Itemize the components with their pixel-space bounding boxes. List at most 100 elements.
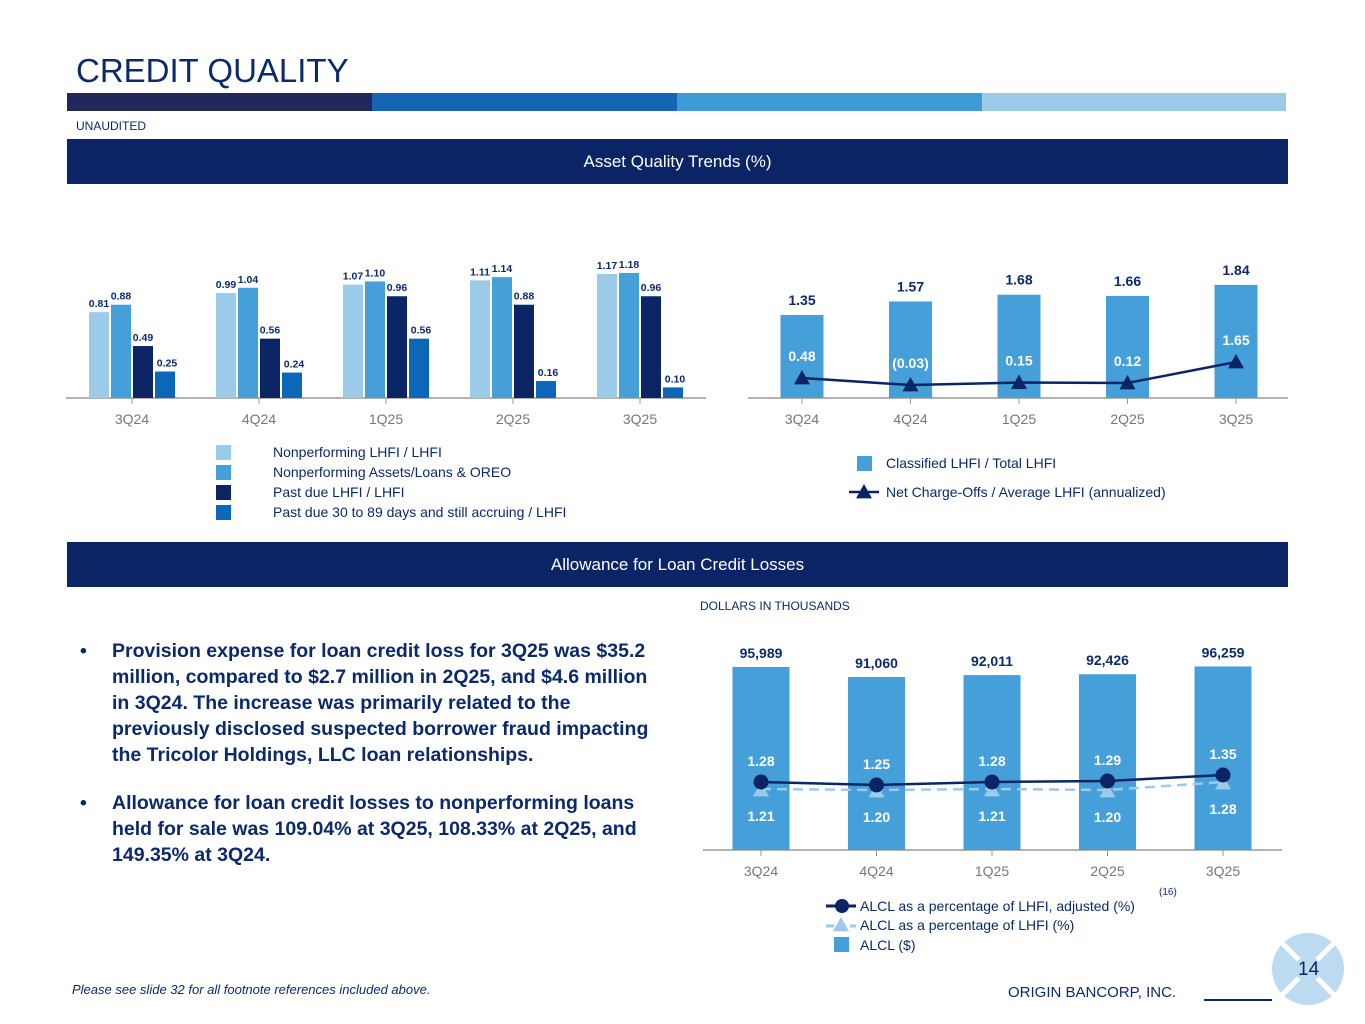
stripe-3 — [677, 93, 982, 111]
data-label: 1.57 — [897, 278, 924, 294]
data-label: 0.96 — [641, 282, 662, 294]
legend-asset-quality: Nonperforming LHFI / LHFI Nonperforming … — [216, 442, 566, 522]
x-tick-label: 3Q25 — [1206, 863, 1240, 879]
bar — [1214, 284, 1258, 398]
data-label: 0.49 — [133, 332, 154, 344]
data-label: 1.18 — [619, 259, 640, 271]
alcl-adjusted-marker — [984, 774, 1000, 790]
data-label: 95,989 — [740, 645, 783, 661]
data-label: 1.21 — [978, 808, 1005, 824]
bullet-item: Allowance for loan credit losses to nonp… — [80, 790, 650, 868]
bar — [155, 371, 175, 398]
bar — [732, 666, 790, 850]
legend-alcl-adjusted: ALCL as a percentage of LHFI, adjusted (… — [860, 898, 1135, 914]
bar — [133, 346, 153, 398]
bar — [597, 273, 617, 398]
asset-quality-banner: Asset Quality Trends (%) — [67, 139, 1288, 184]
bar — [492, 277, 512, 398]
data-label: 1.28 — [747, 753, 774, 769]
legend-circle-icon — [835, 899, 849, 913]
stripe-1 — [67, 93, 372, 111]
x-tick-label: 2Q25 — [1110, 411, 1144, 427]
data-label: 0.48 — [788, 348, 815, 364]
legend-swatch — [216, 444, 231, 460]
x-tick-label: 3Q25 — [1219, 411, 1253, 427]
data-label: 1.28 — [1209, 801, 1236, 817]
data-label: 0.25 — [157, 358, 178, 370]
bar — [663, 387, 683, 398]
legend-item: Past due 30 to 89 days and still accruin… — [216, 502, 566, 522]
nco-marker — [794, 370, 810, 385]
data-label: 1.14 — [492, 263, 513, 275]
x-tick-label: 4Q24 — [242, 411, 276, 427]
data-label: 0.10 — [665, 373, 686, 385]
legend-alcl-dollars: ALCL ($) — [860, 937, 916, 953]
bar — [216, 293, 236, 398]
data-label: 96,259 — [1202, 644, 1245, 660]
bar — [470, 280, 490, 398]
x-tick-label: 3Q24 — [785, 411, 819, 427]
data-label: 1.25 — [863, 756, 890, 772]
data-label: 1.07 — [343, 271, 364, 283]
data-label: 1.35 — [788, 292, 815, 308]
bar — [282, 372, 302, 398]
x-tick-label: 3Q24 — [744, 863, 778, 879]
legend-swatch — [216, 504, 231, 520]
bar — [536, 381, 556, 398]
legend-label: Past due 30 to 89 days and still accruin… — [273, 504, 567, 520]
legend-triangle-icon — [833, 917, 849, 932]
bar — [1079, 674, 1136, 850]
data-label: 0.16 — [538, 367, 559, 379]
data-label: 1.17 — [597, 260, 618, 272]
units-note: DOLLARS IN THOUSANDS — [700, 599, 850, 613]
data-label: 0.99 — [216, 279, 237, 291]
bullet-item: Provision expense for loan credit loss f… — [80, 638, 650, 768]
bar — [963, 675, 1021, 850]
alcl-adjusted-marker — [753, 774, 769, 790]
page-title: CREDIT QUALITY — [76, 52, 349, 89]
legend-swatch — [216, 464, 231, 480]
nco-marker — [1119, 374, 1136, 390]
data-label: 0.56 — [260, 325, 281, 337]
data-label: 1.11 — [470, 266, 490, 278]
allowance-banner: Allowance for Loan Credit Losses — [67, 542, 1288, 587]
legend-triangle-icon — [856, 484, 872, 499]
stripe-4 — [982, 93, 1286, 111]
x-tick-label: 4Q24 — [893, 411, 927, 427]
legend-classified: Classified LHFI / Total LHFI — [886, 455, 1057, 471]
data-label: 1.84 — [1222, 262, 1249, 278]
legend-swatch — [216, 484, 231, 500]
x-tick-label: 1Q25 — [369, 411, 403, 427]
bar — [409, 338, 429, 398]
legend-swatch — [834, 937, 849, 952]
x-tick-label: 3Q24 — [115, 411, 149, 427]
nco-marker — [1228, 353, 1244, 369]
data-label: 1.68 — [1005, 272, 1032, 288]
data-label: 0.15 — [1005, 353, 1032, 369]
legend-alcl-pct: ALCL as a percentage of LHFI (%) — [860, 917, 1075, 933]
bar — [111, 304, 131, 398]
bar — [514, 304, 534, 398]
bar — [260, 338, 280, 398]
x-tick-label: 3Q25 — [623, 411, 657, 427]
legend-item: Nonperforming Assets/Loans & OREO — [216, 462, 566, 482]
page-number: 14 — [1298, 959, 1320, 980]
bar — [1194, 666, 1252, 850]
data-label: 0.24 — [284, 359, 305, 371]
legend-item: Past due LHFI / LHFI — [216, 482, 566, 502]
data-label: 1.35 — [1209, 746, 1236, 762]
x-tick-label: 1Q25 — [1002, 411, 1036, 427]
bar — [238, 287, 258, 398]
legend-label: Past due LHFI / LHFI — [273, 484, 405, 500]
legend-label: Nonperforming Assets/Loans & OREO — [273, 464, 512, 480]
data-label: 1.20 — [1094, 809, 1121, 825]
legend-label: Nonperforming LHFI / LHFI — [273, 444, 442, 460]
bar — [365, 281, 385, 398]
data-label: 92,426 — [1086, 652, 1129, 668]
data-label: 91,060 — [855, 655, 898, 671]
alcl-adjusted-marker — [1215, 767, 1231, 783]
data-label: 1.66 — [1114, 273, 1141, 289]
data-label: 1.65 — [1222, 332, 1249, 348]
alcl-adjusted-marker — [1100, 773, 1115, 789]
